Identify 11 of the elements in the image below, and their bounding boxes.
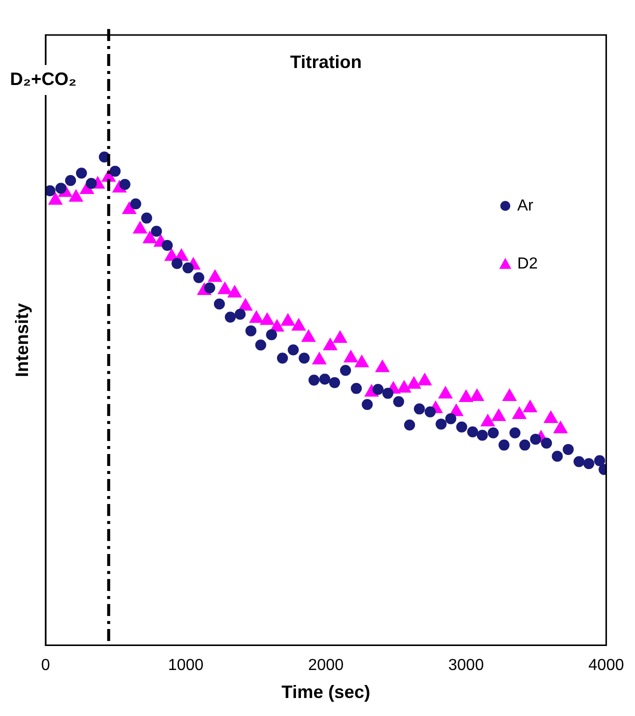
legend-label: D2 [517, 255, 538, 272]
y-axis-title: Intensity [12, 303, 32, 378]
x-tick-label: 3000 [448, 657, 484, 674]
text: Titration [290, 52, 362, 72]
x-tick-label: 2000 [308, 657, 344, 674]
text: D₂+CO₂ [10, 68, 77, 89]
x-tick-label: 1000 [168, 657, 204, 674]
x-axis-title: Time (sec) [282, 682, 370, 702]
x-tick-label: 0 [41, 657, 50, 674]
x-tick-label: 4000 [588, 657, 624, 674]
legend-label: Ar [517, 197, 534, 214]
